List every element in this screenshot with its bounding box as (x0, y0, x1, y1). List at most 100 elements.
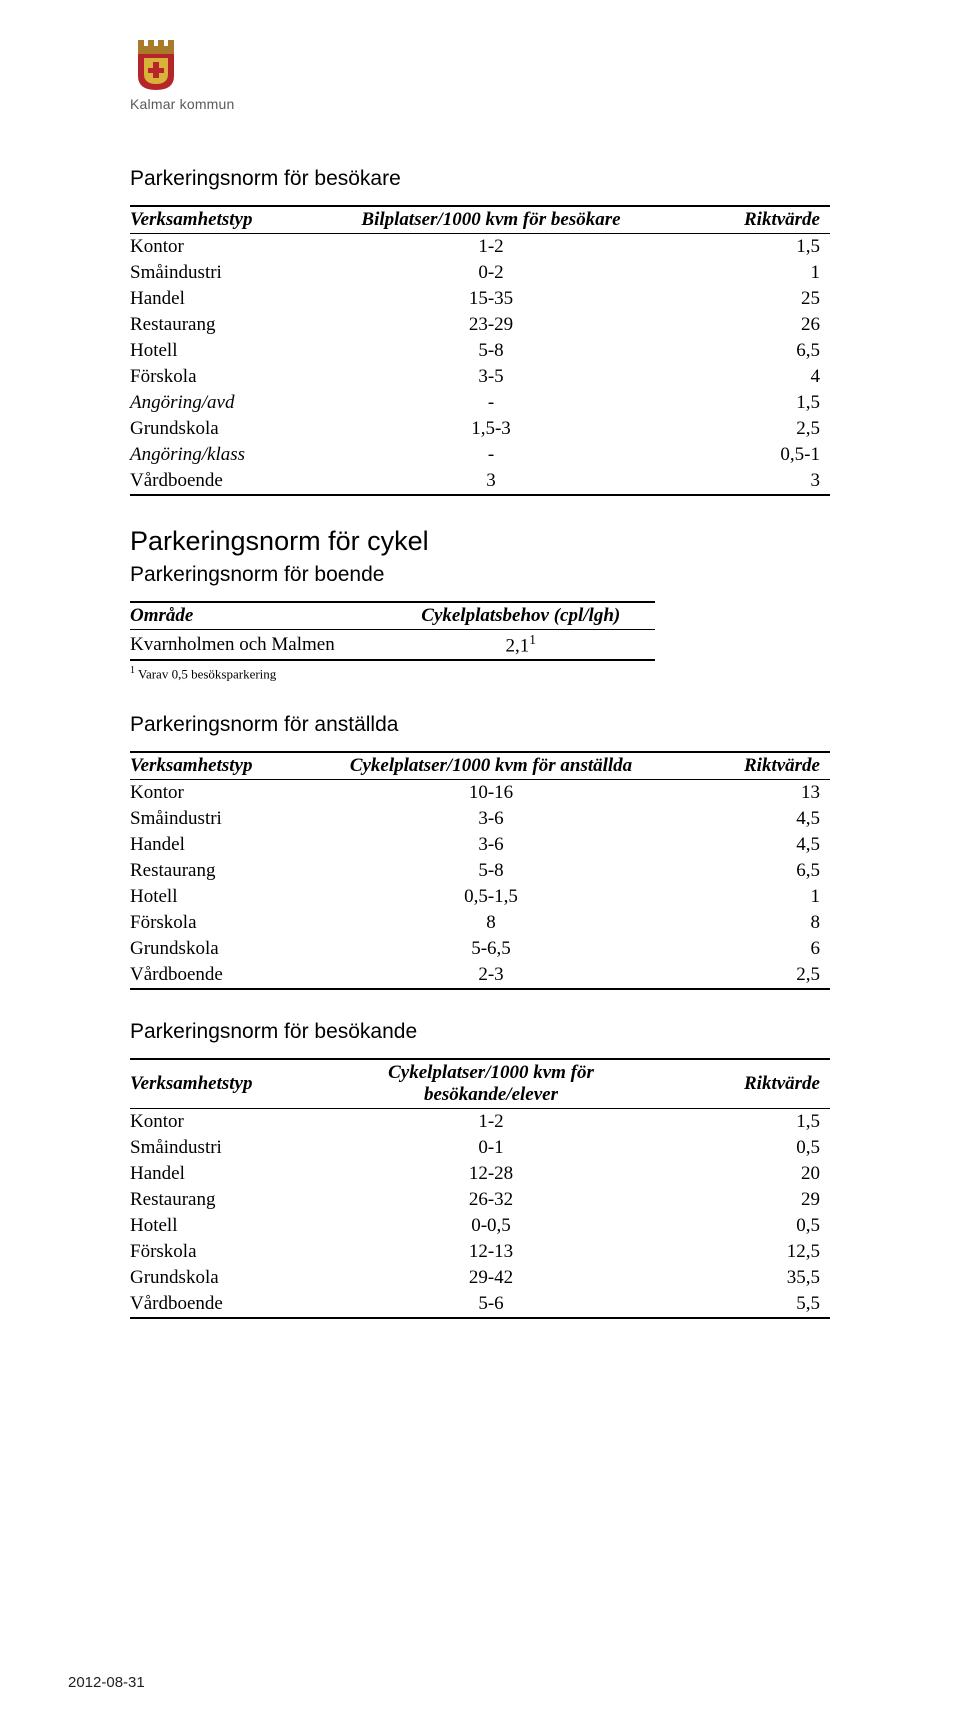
cell-type: Vårdboende (130, 1291, 326, 1318)
col-header: Riktvärde (662, 206, 830, 234)
col-header: Riktvärde (662, 752, 830, 780)
cell-range: 3-5 (326, 364, 662, 390)
section3-title: Parkeringsnorm för anställda (130, 713, 830, 737)
section2-big-title: Parkeringsnorm för cykel (130, 526, 830, 557)
section4-title: Parkeringsnorm för besökande (130, 1020, 830, 1044)
table-besokande-elever: Verksamhetstyp Cykelplatser/1000 kvm för… (130, 1058, 830, 1319)
cell-type: Handel (130, 286, 326, 312)
org-name: Kalmar kommun (130, 96, 235, 112)
cell-rikt: 8 (662, 910, 830, 936)
cell-type: Restaurang (130, 858, 326, 884)
table-row: Grundskola5-6,56 (130, 936, 830, 962)
cell-type: Förskola (130, 910, 326, 936)
table-row: Handel15-3525 (130, 286, 830, 312)
cell-type: Angöring/klass (130, 442, 326, 468)
cell-type: Kontor (130, 234, 326, 261)
cell-rikt: 6,5 (662, 338, 830, 364)
cell-type: Kontor (130, 1108, 326, 1135)
cell-rikt: 0,5 (662, 1135, 830, 1161)
cell-rikt: 3 (662, 468, 830, 495)
table-besokare: Verksamhetstyp Bilplatser/1000 kvm för b… (130, 205, 830, 496)
cell-range: 12-28 (326, 1161, 662, 1187)
col-header: Verksamhetstyp (130, 752, 326, 780)
cell-rikt: 1 (662, 884, 830, 910)
col-header: Cykelplatser/1000 kvm för anställda (326, 752, 662, 780)
col-header: Verksamhetstyp (130, 206, 326, 234)
cell-type: Småindustri (130, 1135, 326, 1161)
cell-range: 0,5-1,5 (326, 884, 662, 910)
cell-type: Vårdboende (130, 962, 326, 989)
footnote: 1 Varav 0,5 besöksparkering (130, 665, 830, 682)
footnote-text: Varav 0,5 besöksparkering (135, 667, 276, 682)
cell-rikt: 4 (662, 364, 830, 390)
cell-range: 1-2 (326, 234, 662, 261)
cell-range: 3-6 (326, 832, 662, 858)
cell-range: 0-0,5 (326, 1213, 662, 1239)
table-anstallda: Verksamhetstyp Cykelplatser/1000 kvm för… (130, 751, 830, 990)
cell-rikt: 2,5 (662, 962, 830, 989)
cell-rikt: 1 (662, 260, 830, 286)
table-row: Restaurang26-3229 (130, 1187, 830, 1213)
table-row: Kontor10-1613 (130, 779, 830, 806)
cell-rikt: 0,5-1 (662, 442, 830, 468)
section1-title: Parkeringsnorm för besökare (130, 167, 830, 191)
cell-rikt: 0,5 (662, 1213, 830, 1239)
col-header: Cykelplatser/1000 kvm för besökande/elev… (326, 1059, 662, 1109)
cell-type: Småindustri (130, 260, 326, 286)
table-row: Förskola88 (130, 910, 830, 936)
table-row: Förskola12-1312,5 (130, 1239, 830, 1265)
cell-rikt: 12,5 (662, 1239, 830, 1265)
cell-type: Grundskola (130, 936, 326, 962)
kalmar-crest-icon (134, 40, 178, 92)
cell-rikt: 1,5 (662, 234, 830, 261)
table-row: Vårdboende5-65,5 (130, 1291, 830, 1318)
cell-rikt: 6 (662, 936, 830, 962)
cell-type: Vårdboende (130, 468, 326, 495)
cell-type: Småindustri (130, 806, 326, 832)
cell-type: Restaurang (130, 1187, 326, 1213)
cell-rikt: 4,5 (662, 806, 830, 832)
table-row: Vårdboende33 (130, 468, 830, 495)
cell-type: Angöring/avd (130, 390, 326, 416)
cell-value: 2,11 (393, 630, 656, 661)
cell-range: 5-8 (326, 858, 662, 884)
page-date: 2012-08-31 (68, 1674, 145, 1691)
cell-type: Grundskola (130, 416, 326, 442)
table-row: Handel12-2820 (130, 1161, 830, 1187)
cell-range: 10-16 (326, 779, 662, 806)
cell-type: Handel (130, 1161, 326, 1187)
cell-type: Kontor (130, 779, 326, 806)
table-row: Kontor1-21,5 (130, 1108, 830, 1135)
cell-type: Hotell (130, 1213, 326, 1239)
cell-type: Handel (130, 832, 326, 858)
col-header: Verksamhetstyp (130, 1059, 326, 1109)
cell-rikt: 13 (662, 779, 830, 806)
table-row: Småindustri0-21 (130, 260, 830, 286)
cell-range: 8 (326, 910, 662, 936)
cell-range: 5-8 (326, 338, 662, 364)
table-row: Kvarnholmen och Malmen2,11 (130, 630, 655, 661)
table-row: Angöring/klass-0,5-1 (130, 442, 830, 468)
cell-area: Kvarnholmen och Malmen (130, 630, 393, 661)
table-row: Småindustri3-64,5 (130, 806, 830, 832)
cell-rikt: 4,5 (662, 832, 830, 858)
cell-range: 2-3 (326, 962, 662, 989)
cell-range: 12-13 (326, 1239, 662, 1265)
table-row: Grundskola29-4235,5 (130, 1265, 830, 1291)
table-row: Hotell0-0,50,5 (130, 1213, 830, 1239)
cell-range: - (326, 390, 662, 416)
table-row: Hotell0,5-1,51 (130, 884, 830, 910)
cell-type: Grundskola (130, 1265, 326, 1291)
cell-rikt: 35,5 (662, 1265, 830, 1291)
cell-type: Restaurang (130, 312, 326, 338)
cell-rikt: 26 (662, 312, 830, 338)
cell-range: 5-6 (326, 1291, 662, 1318)
cell-rikt: 1,5 (662, 1108, 830, 1135)
cell-type: Hotell (130, 338, 326, 364)
cell-rikt: 2,5 (662, 416, 830, 442)
col-header: Bilplatser/1000 kvm för besökare (326, 206, 662, 234)
cell-range: 15-35 (326, 286, 662, 312)
cell-rikt: 29 (662, 1187, 830, 1213)
cell-range: - (326, 442, 662, 468)
table-row: Handel3-64,5 (130, 832, 830, 858)
